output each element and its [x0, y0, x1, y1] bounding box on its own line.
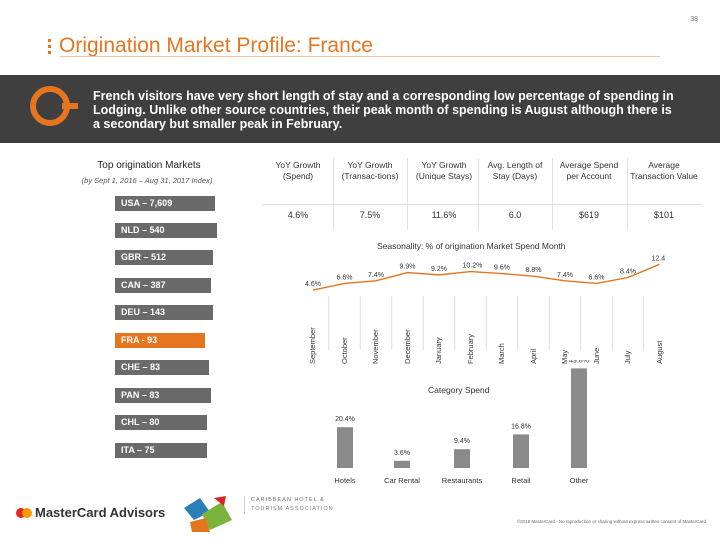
kpi-value: $619: [578, 210, 600, 220]
kpi-value: $101: [653, 210, 675, 220]
summary-banner: French visitors have very short length o…: [0, 75, 720, 143]
page-title: Origination Market Profile: France: [59, 34, 373, 57]
seasonality-month-label: September: [308, 327, 317, 364]
seasonality-data-label: 7.4%: [557, 272, 573, 279]
kpi-divider: [262, 204, 702, 205]
kpi-header: Avg. Length of Stay (Days): [487, 160, 543, 181]
market-bar-item: CHE – 83: [115, 360, 209, 375]
seasonality-data-label: 8.4%: [620, 269, 636, 276]
page-number: 38: [690, 16, 698, 23]
seasonality-data-label: 6.6%: [337, 274, 353, 281]
market-bar-item: ITA – 75: [115, 443, 207, 458]
kpi-separator: [478, 158, 479, 230]
seasonality-month-label: August: [654, 340, 664, 364]
market-bar-item: FRA - 93: [115, 333, 205, 348]
kpi-header: YoY Growth (Unique Stays): [415, 160, 473, 181]
category-axis-label: Car Rental: [384, 476, 420, 485]
category-data-label: 49.8%: [569, 360, 589, 364]
market-bar-item: GBR – 512: [115, 250, 213, 265]
kpi-header: YoY Growth (Spend): [275, 160, 321, 181]
markets-title: Top origination Markets: [97, 160, 201, 171]
seasonality-data-label: 9.9%: [400, 264, 416, 271]
seasonality-data-label: 9.2%: [431, 266, 447, 273]
seasonality-data-label: 6.6%: [589, 274, 605, 281]
category-data-label: 20.4%: [335, 416, 355, 423]
seasonality-data-label: 8.8%: [526, 267, 542, 274]
mastercard-logo-text: MasterCard Advisors: [35, 505, 166, 520]
category-bar: [394, 460, 410, 468]
title-row: Origination Market Profile: France: [48, 26, 373, 66]
seasonality-month-label: July: [623, 350, 632, 364]
seasonality-data-label: 12.4%: [652, 255, 666, 262]
title-divider: [60, 56, 660, 57]
kpi-separator: [552, 158, 553, 230]
magnifier-icon: [30, 86, 78, 126]
kpi-value: 7.5%: [359, 210, 381, 220]
market-bar-item: NLD – 540: [115, 223, 217, 238]
seasonality-data-label: 7.4%: [368, 272, 384, 279]
market-bar-item: USA – 7,609: [115, 196, 215, 211]
category-spend-chart: 20.4% Hotels 3.6% Car Rental 9.4% Restaurants…: [334, 360, 589, 485]
kpi-header: Average Transaction Value: [630, 160, 698, 181]
category-bar: [454, 449, 470, 468]
category-data-label: 3.6%: [394, 450, 410, 457]
bullet-dots-icon: [48, 38, 51, 54]
seasonality-title: Seasonality: % of origination Market Spe…: [377, 241, 566, 251]
markets-subtitle: (by Sept 1, 2016 – Aug 31, 2017 Index): [81, 176, 213, 185]
seasonality-data-label: 10.2%: [463, 263, 483, 270]
seasonality-month-label: December: [402, 329, 412, 364]
banner-text: French visitors have very short length o…: [93, 89, 674, 131]
category-axis-label: Retail: [511, 476, 531, 485]
kpi-value: 6.0: [508, 210, 522, 220]
cht-logo-icon: [184, 496, 232, 532]
mastercard-logo: MasterCard Advisors: [16, 505, 165, 520]
market-bar-item: DEU – 143: [115, 305, 213, 320]
kpi-separator: [333, 158, 334, 230]
category-bar: [571, 368, 587, 468]
category-data-label: 16.8%: [511, 423, 531, 430]
category-axis-label: Hotels: [334, 476, 356, 485]
cht-association-text: CARIBBEAN HOTEL & TOURISM ASSOCIATION: [244, 496, 334, 514]
kpi-separator: [627, 158, 628, 230]
seasonality-chart: 4.6% 6.6% 7.4% 9.9% 9.2% 10.2% 9.6% 8.8% 7.4% 6.6…: [305, 255, 666, 350]
kpi-value: 11.6%: [431, 210, 457, 220]
category-data-label: 9.4%: [454, 438, 470, 445]
copyright-footer: ©2018 MasterCard - No reproduction or sh…: [516, 519, 706, 524]
category-axis-label: Restaurants: [442, 476, 483, 485]
seasonality-line: [312, 263, 660, 291]
kpi-separator: [407, 158, 408, 230]
market-bar-item: CAN – 387: [115, 278, 211, 293]
kpi-value: 4.6%: [287, 210, 309, 220]
seasonality-month-label: November: [371, 329, 380, 364]
market-bar-item: PAN – 83: [115, 388, 211, 403]
kpi-header: Average Spend per Account: [559, 160, 619, 181]
category-title: Category Spend: [428, 385, 490, 395]
category-bar: [513, 434, 529, 468]
kpi-header: YoY Growth (Transac-tions): [341, 160, 399, 181]
category-axis-label: Other: [570, 476, 589, 485]
market-bar-item: CHL – 80: [115, 415, 207, 430]
seasonality-data-label: 9.6%: [494, 265, 510, 272]
seasonality-data-label: 4.6%: [305, 281, 321, 288]
category-bar: [337, 427, 353, 468]
